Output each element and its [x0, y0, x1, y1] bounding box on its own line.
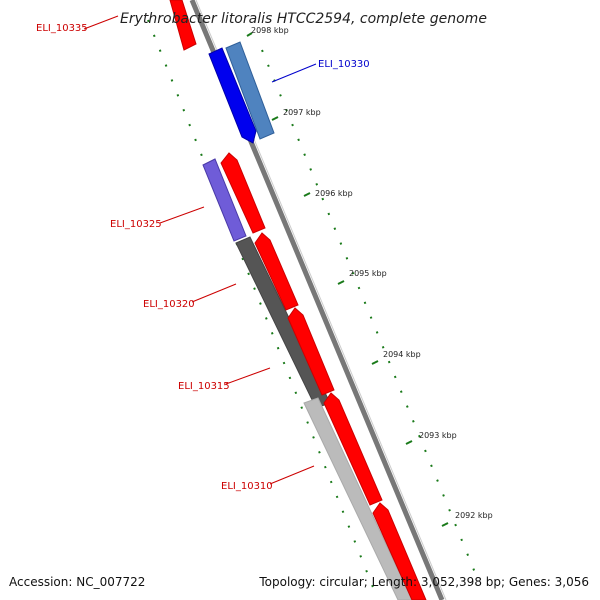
leader-eli-10315	[225, 367, 271, 385]
gene-label-eli-10330: ELI_10330	[318, 59, 370, 70]
gene-label-eli-10335: ELI_10335	[36, 23, 88, 34]
leader-eli-10325	[159, 206, 205, 224]
leader-eli-10330	[271, 63, 317, 83]
cds-forward-segment-2	[254, 232, 299, 311]
tick-label-2094: 2094 kbp	[383, 350, 421, 359]
leader-eli-10310	[269, 465, 315, 485]
tick-label-2093: 2093 kbp	[419, 431, 457, 440]
cds-forward-segment-1	[220, 152, 266, 234]
cds-forward-segment-5	[372, 502, 427, 600]
accession-text: Accession: NC_007722	[9, 575, 145, 589]
gene-label-eli-10310: ELI_10310	[221, 481, 273, 492]
tick-label-2098: 2098 kbp	[251, 26, 289, 35]
cds-reverse-eli-10330-light	[225, 41, 275, 140]
gc-content-light-segment	[303, 397, 413, 600]
tick-label-2097: 2097 kbp	[283, 108, 321, 117]
scale-tick-marks	[246, 32, 449, 527]
gene-label-eli-10315: ELI_10315	[178, 381, 230, 392]
map-title: Erythrobacter litoralis HTCC2594, comple…	[120, 11, 487, 27]
cds-forward-segment-4	[323, 392, 383, 506]
topology-text: Topology: circular; Length: 3,052,398 bp…	[258, 575, 589, 589]
cds-reverse-eli-10330-dark	[208, 47, 257, 144]
gene-label-eli-10325: ELI_10325	[110, 219, 162, 230]
tick-label-2095: 2095 kbp	[349, 269, 387, 278]
cds-forward-eli-10335	[169, 0, 197, 51]
leader-eli-10335	[83, 15, 119, 30]
tick-label-2092: 2092 kbp	[455, 511, 493, 520]
tick-label-2096: 2096 kbp	[315, 189, 353, 198]
cds-reverse-eli-10325	[202, 158, 247, 242]
gene-label-eli-10320: ELI_10320	[143, 299, 195, 310]
leader-eli-10320	[191, 283, 237, 303]
cds-forward-segment-3	[287, 307, 335, 396]
